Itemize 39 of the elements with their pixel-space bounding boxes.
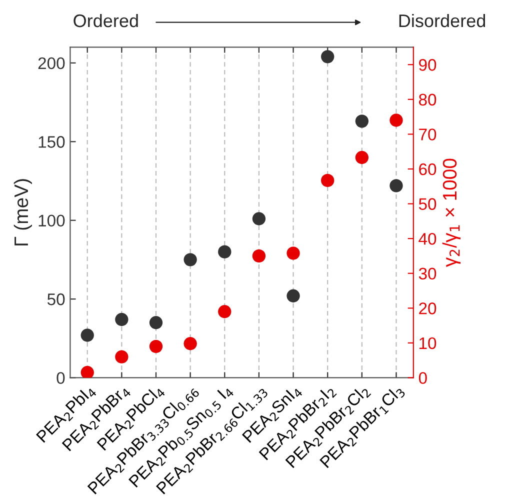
point xyxy=(390,114,403,127)
y2-tick-label: 10 xyxy=(420,337,436,350)
point xyxy=(286,289,300,302)
y2-tick-label: 40 xyxy=(418,232,436,245)
y2-tick-label: 30 xyxy=(418,268,436,280)
y-tick-label: 50 xyxy=(47,293,65,306)
point xyxy=(115,350,128,364)
point xyxy=(218,305,232,318)
point xyxy=(149,340,163,353)
y2-tick-label: 70 xyxy=(419,128,436,140)
point xyxy=(80,366,94,378)
point xyxy=(80,328,94,342)
point xyxy=(184,337,197,350)
point xyxy=(390,179,403,192)
y-tick-label: 150 xyxy=(38,136,65,148)
point xyxy=(286,246,300,260)
text: Disordered xyxy=(399,14,486,28)
point xyxy=(252,212,266,226)
point xyxy=(355,150,369,164)
y2-tick-label: 20 xyxy=(419,302,436,314)
point xyxy=(321,174,334,188)
y-tick-label: 200 xyxy=(38,57,65,70)
y2-tick-label: 80 xyxy=(418,94,436,106)
point xyxy=(115,312,128,326)
y2-axis-title: γ$_{2}$/γ$_{1}$ × 1000 xyxy=(442,158,460,267)
y-tick-label: 100 xyxy=(38,214,65,227)
y2-tick-label: 60 xyxy=(419,163,436,176)
y2-tick-label: 50 xyxy=(418,198,436,210)
point xyxy=(355,114,369,128)
point xyxy=(252,249,266,263)
y2-tick-label: 0 xyxy=(418,372,427,384)
y-tick-label: 0 xyxy=(56,372,65,384)
y2-tick-label: 90 xyxy=(419,59,436,71)
point xyxy=(218,245,232,258)
point xyxy=(149,316,163,330)
text: Ordered xyxy=(74,14,138,28)
point xyxy=(184,253,197,266)
y-axis-title: Γ (meV) xyxy=(14,179,32,246)
point xyxy=(321,50,334,64)
